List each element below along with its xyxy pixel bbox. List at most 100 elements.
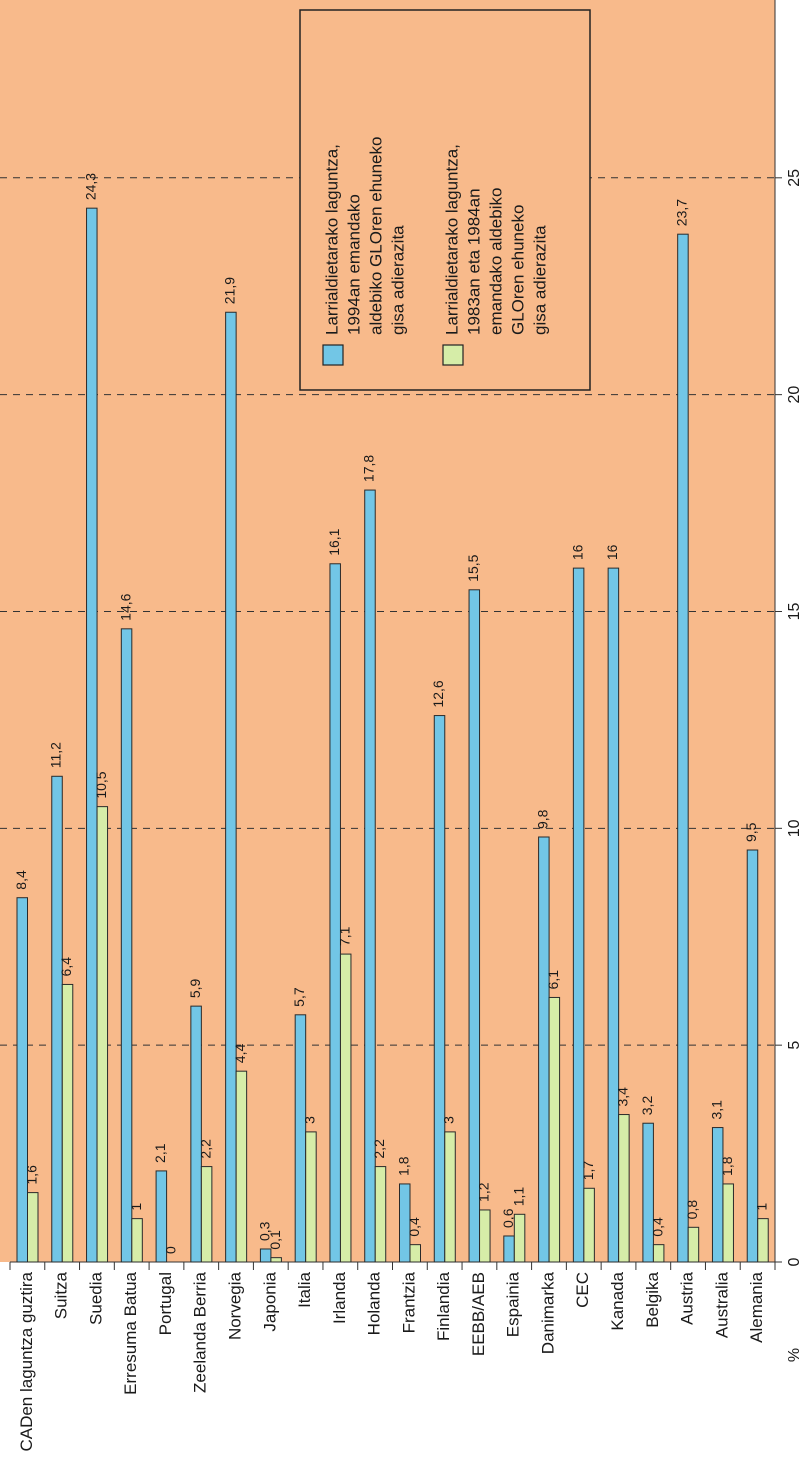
x-tick-label: Frantzia: [399, 1271, 418, 1333]
value-label: 10,5: [93, 771, 109, 798]
value-label: 9,8: [535, 809, 551, 829]
x-tick-label: Portugal: [156, 1272, 175, 1335]
x-tick-label: Austria: [678, 1271, 697, 1324]
bar: [722, 1183, 734, 1263]
bar: [677, 233, 689, 1263]
value-label: 0,6: [500, 1208, 516, 1228]
value-label: 12,6: [430, 680, 446, 707]
y-tick-label: 20: [786, 386, 803, 404]
legend-label: emandako aldebiko: [486, 188, 505, 335]
bar: [513, 1213, 526, 1263]
bar: [155, 1170, 168, 1263]
bar: [305, 1131, 317, 1263]
value-label: 1,8: [719, 1156, 735, 1176]
x-tick-label: Irlanda: [330, 1271, 349, 1324]
x-tick-label: Suitza: [52, 1271, 71, 1319]
value-label: 16,1: [326, 528, 342, 555]
value-label: 23,7: [674, 199, 690, 226]
value-label: 3: [302, 1116, 318, 1124]
x-tick-label: Kanada: [608, 1271, 627, 1330]
x-tick-label: Danimarka: [538, 1271, 557, 1354]
x-tick-label: EEBB/AEB: [469, 1272, 488, 1356]
bar: [757, 1218, 769, 1263]
y-axis-label: %: [786, 1348, 803, 1362]
bar: [225, 311, 237, 1263]
value-label: 1,8: [395, 1156, 411, 1176]
x-tick-label: Finlandia: [434, 1271, 453, 1341]
bar: [16, 897, 28, 1263]
y-tick-label: 15: [786, 602, 803, 620]
bar: [652, 1244, 665, 1263]
value-label: 0: [163, 1246, 179, 1254]
x-tick-label: Holanda: [365, 1271, 384, 1335]
legend-entry: Larrialdietarako laguntza, 1983an eta 198…: [442, 144, 549, 335]
x-tick-label: Zeelanda Berria: [191, 1271, 210, 1393]
bar: [503, 1235, 515, 1263]
bar: [618, 1114, 630, 1263]
value-label: 24,3: [82, 173, 98, 200]
value-label: 3,1: [708, 1100, 724, 1120]
value-label: 5,9: [187, 978, 203, 998]
bar: [235, 1070, 248, 1263]
value-label: 2,2: [197, 1139, 213, 1159]
bar: [409, 1244, 421, 1263]
y-tick-label: 0: [786, 1257, 803, 1266]
x-tick-label: Erresuma Batua: [121, 1271, 140, 1394]
bar: [364, 489, 376, 1263]
x-tick-label: Japonia: [260, 1271, 279, 1331]
value-label: 14,6: [117, 593, 133, 620]
value-label: 1,7: [580, 1161, 596, 1181]
bar: [270, 1257, 282, 1263]
value-label: 9,5: [743, 822, 759, 842]
bar: [583, 1187, 595, 1263]
legend-entry: Larrialdietarako laguntza, 1994an emandak…: [322, 137, 407, 335]
value-label: 1: [754, 1203, 770, 1211]
bar: [538, 836, 550, 1263]
bar: [61, 983, 74, 1263]
legend-label: gisa adierazita: [388, 225, 407, 335]
bar: [51, 775, 63, 1263]
legend-box: [299, 9, 591, 391]
x-tick-label: Australia: [712, 1271, 731, 1338]
bar: [548, 996, 561, 1263]
bar: [711, 1127, 724, 1263]
legend-label: Larrialdietarako laguntza,: [442, 144, 461, 335]
x-tick-label: Belgika: [643, 1271, 662, 1327]
bar: [329, 563, 341, 1263]
value-label: 0,4: [406, 1217, 422, 1237]
bar: [607, 567, 620, 1263]
value-label: 1,1: [510, 1187, 526, 1207]
y-tick-label: 5: [786, 1041, 803, 1050]
x-tick-label: Norvegia: [226, 1271, 245, 1340]
value-label: 3,2: [639, 1096, 655, 1116]
value-label: 3: [441, 1116, 457, 1124]
x-tick-label: CADen laguntza guztira: [17, 1271, 36, 1451]
value-label: 4,4: [232, 1044, 248, 1064]
bar: [433, 715, 446, 1263]
bar: [399, 1183, 411, 1263]
bar: [479, 1209, 491, 1263]
value-label: 16: [569, 544, 585, 560]
value-label: 21,9: [222, 277, 238, 304]
bar: [86, 207, 98, 1263]
bar: [642, 1122, 654, 1263]
bar: [190, 1005, 202, 1263]
legend-label: 1983an eta 1984an: [464, 188, 483, 335]
bar: [259, 1248, 272, 1263]
value-label: 1,2: [475, 1182, 491, 1202]
bar: [96, 806, 109, 1263]
bar: [339, 953, 352, 1263]
value-label: 0,3: [256, 1221, 272, 1241]
legend-label: 1994an emandako: [344, 194, 363, 335]
y-tick-label: 25: [786, 169, 803, 187]
legend-swatch: [322, 344, 344, 366]
value-label: 0,4: [649, 1217, 665, 1237]
x-tick-label: Italia: [295, 1271, 314, 1307]
value-label: 1,6: [23, 1165, 39, 1185]
bar: [120, 628, 133, 1263]
bar: [468, 589, 481, 1263]
x-tick-label: CEC: [573, 1272, 592, 1308]
value-label: 2,2: [371, 1139, 387, 1159]
bar: [200, 1166, 213, 1263]
